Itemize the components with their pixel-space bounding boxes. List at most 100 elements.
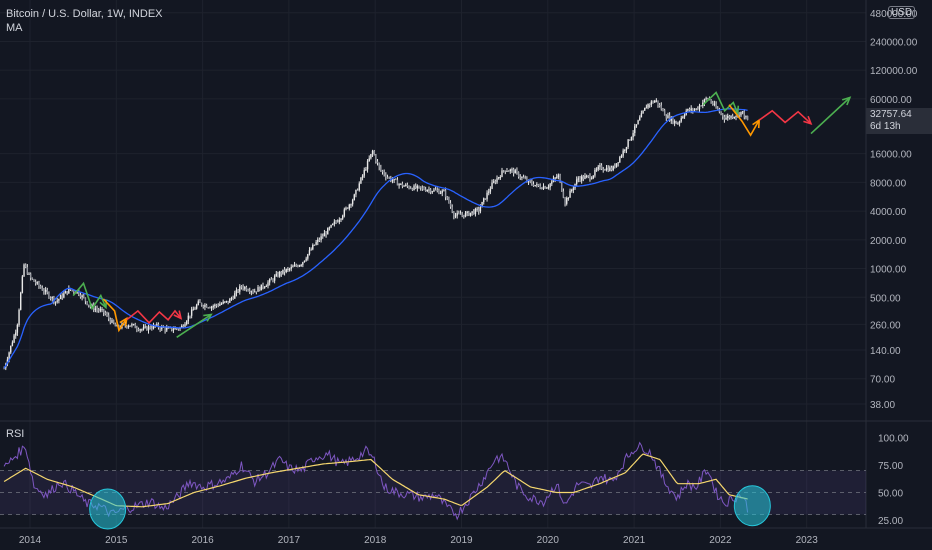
candle-body xyxy=(443,190,445,192)
candle-body xyxy=(184,324,186,327)
candle-body xyxy=(660,105,663,110)
price-tick-label: 16000.00 xyxy=(870,150,912,161)
currency-label[interactable]: USD xyxy=(888,6,916,19)
price-tick-label: 38.00 xyxy=(870,400,895,411)
candle-body xyxy=(692,108,694,111)
candle-body xyxy=(11,342,14,346)
rsi-label[interactable]: RSI xyxy=(6,428,25,440)
candle-body xyxy=(381,170,384,172)
candle-body xyxy=(78,290,80,295)
candle-body xyxy=(297,265,299,267)
rsi-tick-label: 100.00 xyxy=(878,434,909,445)
indicator-label[interactable]: MA xyxy=(6,22,23,34)
candle-body xyxy=(658,104,661,106)
candle-body xyxy=(340,218,342,220)
candle-body xyxy=(687,108,689,111)
candle-body xyxy=(652,101,654,103)
candle-body xyxy=(451,206,453,212)
time-tick-label: 2018 xyxy=(364,535,387,546)
candle-body xyxy=(26,267,29,275)
candle-body xyxy=(102,309,105,313)
candle-body xyxy=(348,204,351,209)
candle-body xyxy=(361,175,364,178)
price-axis[interactable]: 38.00 70.00 140.00 260.00 500.00 1000.00 2000.… xyxy=(870,9,918,411)
candle-body xyxy=(147,326,150,331)
candle-body xyxy=(310,249,312,251)
grid xyxy=(0,0,932,529)
candle-body xyxy=(370,154,372,159)
time-axis[interactable]: 2014 2015 2016 2017 2018 2019 2020 2021 2022 2023 xyxy=(19,535,818,546)
candle-body xyxy=(189,315,191,317)
candle-body xyxy=(111,320,113,323)
price-tick-label: 4000.00 xyxy=(870,207,907,218)
candle-body xyxy=(235,289,238,294)
candle-body xyxy=(717,107,719,110)
candle-body xyxy=(710,99,712,103)
candle-body xyxy=(410,188,412,190)
candle-body xyxy=(557,175,560,177)
candle-body xyxy=(187,315,190,322)
time-tick-label: 2019 xyxy=(450,535,473,546)
candle-body xyxy=(333,221,336,224)
zigzag-red-2022-head xyxy=(803,115,813,125)
candle-body xyxy=(400,183,402,185)
candle-body xyxy=(444,190,447,198)
candle-body xyxy=(413,185,415,190)
time-tick-label: 2023 xyxy=(796,535,819,546)
candle-body xyxy=(317,239,319,243)
symbol-title[interactable]: Bitcoin / U.S. Dollar, 1W, INDEX xyxy=(6,8,163,20)
candle-body xyxy=(126,325,128,328)
candle-body xyxy=(424,189,427,192)
candle-body xyxy=(205,304,208,308)
candle-body xyxy=(73,290,75,292)
candle-body xyxy=(227,300,229,303)
candle-body xyxy=(502,170,505,172)
candle-body xyxy=(587,175,589,177)
price-tick-label: 140.00 xyxy=(870,346,901,357)
candle-body xyxy=(177,328,180,330)
candle-body xyxy=(509,169,511,172)
candle-body xyxy=(542,186,545,190)
candle-body xyxy=(83,295,85,298)
candle-body xyxy=(466,211,468,214)
candle-body xyxy=(176,327,178,329)
price-tick-label: 260.00 xyxy=(870,320,901,331)
candle-body xyxy=(569,190,571,198)
candle-body xyxy=(255,291,258,293)
candle-body xyxy=(273,276,276,281)
candle-body xyxy=(497,177,500,179)
candle-body xyxy=(91,305,93,307)
candle-body xyxy=(715,103,717,108)
candle-body xyxy=(94,308,97,310)
candle-body xyxy=(488,191,490,193)
candle-body xyxy=(350,204,352,206)
candle-body xyxy=(215,304,218,306)
candle-body xyxy=(295,265,297,267)
candle-body xyxy=(680,118,682,122)
arrow-green-2023-head xyxy=(841,96,852,106)
candle-body xyxy=(478,208,480,212)
candle-body xyxy=(332,223,334,225)
candle-body xyxy=(182,325,185,327)
candles xyxy=(3,96,749,371)
candle-body xyxy=(461,214,463,216)
candle-body xyxy=(712,102,714,105)
candle-body xyxy=(730,115,732,118)
candle-body xyxy=(592,175,594,179)
candle-body xyxy=(288,268,291,270)
candle-body xyxy=(363,170,365,176)
candle-body xyxy=(152,325,155,329)
candle-body xyxy=(436,189,438,191)
rsi-axis[interactable]: 25.00 50.00 75.00 100.00 xyxy=(878,434,909,528)
candle-body xyxy=(341,215,344,219)
candle-body xyxy=(46,289,48,293)
candle-body xyxy=(98,309,100,311)
candle-body xyxy=(378,162,380,168)
candle-body xyxy=(547,187,550,189)
candle-body xyxy=(127,325,130,328)
candle-body xyxy=(512,169,515,174)
candle-body xyxy=(521,176,523,178)
candle-body xyxy=(471,211,473,213)
candle-body xyxy=(738,112,741,116)
